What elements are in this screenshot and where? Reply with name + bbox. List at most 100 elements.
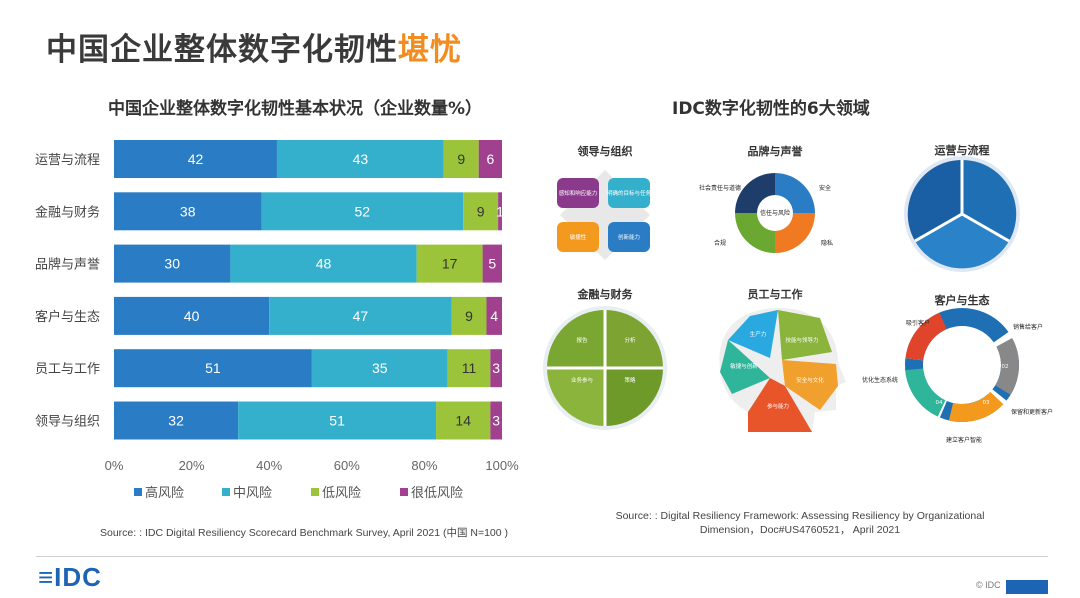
bar-segment [498,192,502,231]
legend-swatch [222,488,230,496]
bar-data-label: 43 [353,151,369,167]
domain-brand-title: 品牌与声誉 [748,144,804,158]
bar-data-label: 9 [465,308,473,324]
workforce-seg-5: 参与能力 [767,402,789,410]
customer-label-1: 吸引客户 [906,319,930,327]
finance-quad-4: 策略 [624,376,636,384]
domain-workforce-title: 员工与工作 [748,287,803,301]
domain-customer: 客户与生态 01 02 03 04 05 吸引客户 销售给客户 保留和更新客户 … [862,293,1053,444]
finance-quad-2: 分析 [624,336,636,344]
page-title-highlight: 堪忧 [398,32,462,68]
bar-data-label: 30 [164,256,180,272]
page-title: 中国企业整体数字化韧性堪忧 [46,24,462,69]
domains-diagram: 领导与组织 感知和响应能力 明确的目标与任务 敏捷性 创新能力 品牌与声誉 信任… [543,143,1053,444]
domain-leadership-title: 领导与组织 [577,144,633,158]
bar-data-label: 47 [353,308,369,324]
bar-segment [238,401,437,440]
x-tick-label: 20% [179,458,205,473]
leadership-box-4-label: 创新能力 [618,233,640,241]
bar-segment [447,349,491,388]
bar-segment [482,244,502,283]
domain-finance: 金融与财务 报告 分析 业务参与 策略 [543,287,667,430]
y-category-label: 金融与财务 [35,204,100,220]
bar-segment [276,140,444,178]
domain-brand: 品牌与声誉 信任与风险 社会责任与道德 安全 隐私 合规 [699,144,833,253]
bar-data-label: 6 [486,151,494,167]
footer-divider [36,556,1048,557]
leadership-box-1-label: 感知和响应能力 [559,189,598,197]
customer-num-2: 02 [1002,364,1009,370]
bar-data-label: 9 [457,151,465,167]
bar-segment [490,349,502,388]
copyright: © IDC [976,580,1001,590]
customer-num-3: 03 [983,400,990,406]
bar-data-label: 4 [490,308,498,324]
bar-segment [436,401,491,440]
x-tick-label: 0% [105,458,124,473]
finance-quad-1: 报告 [576,336,588,344]
brand-label-3: 隐私 [821,239,833,247]
customer-label-3: 保留和更新客户 [1011,408,1053,416]
chart-subtitle: 中国企业整体数字化韧性基本状况（企业数量%） [108,99,483,119]
leadership-box-4 [608,222,650,252]
leadership-box-3-label: 敏捷性 [570,233,587,241]
y-category-label: 员工与工作 [35,362,100,377]
customer-num-1: 01 [969,332,976,338]
domains-source-line1: Source: : Digital Resiliency Framework: … [615,510,985,522]
y-category-label: 领导与组织 [35,415,100,430]
customer-num-5: 05 [925,354,932,360]
chart-source: Source: : IDC Digital Resiliency Scoreca… [100,527,509,539]
domains-source-line2: Dimension，Doc#US4760521， April 2021 [699,524,901,536]
bar-segment [114,192,262,231]
leadership-box-1 [557,178,599,208]
bar-data-label: 32 [168,413,184,429]
bar-segment [443,140,479,178]
y-category-label: 品牌与声誉 [35,257,100,273]
y-category-label: 运营与流程 [35,153,100,168]
bar-segment [269,296,452,335]
workforce-seg-3: 敏捷与创新 [730,362,758,370]
bar-data-label: 51 [205,360,221,376]
bar-segment [463,192,499,231]
bar-data-label: 38 [180,203,196,219]
domain-operations: 运营与流程 [904,143,1020,272]
bar-segment [490,401,502,440]
bar-data-label: 40 [184,308,200,324]
workforce-seg-2: 技能与领导力 [785,336,818,344]
bar-segment [451,296,487,335]
bar-segment [114,244,231,283]
customer-label-2: 销售给客户 [1013,323,1043,331]
legend-label: 低风险 [322,486,361,501]
finance-quad-3: 业务参与 [571,376,593,384]
bar-segment [311,349,448,388]
domain-customer-title: 客户与生态 [934,293,990,307]
idc-logo: ≡IDC [38,562,102,592]
bar-data-label: 5 [488,256,496,272]
workforce-seg-4: 安全与文化 [796,376,824,384]
legend-label: 很低风险 [411,486,463,501]
legend-swatch [134,488,142,496]
bar-segment [114,296,270,335]
legend-label: 中风险 [233,486,272,501]
y-category-label: 客户与生态 [35,309,100,325]
bar-segment [114,401,239,440]
bar-data-label: 17 [442,256,458,272]
bar-data-label: 52 [355,203,371,219]
bar-data-label: 1 [496,203,504,219]
stacked-bar-chart: 42 43 9 638 52 9 130 48 17 540 47 9 451 35 11 332 51 14 3 … [35,140,519,501]
customer-num-4: 04 [936,400,943,406]
page-title-main: 中国企业整体数字化韧性 [46,32,398,68]
bar-segment [114,349,312,388]
bar-segment [230,244,417,283]
domain-workforce: 员工与工作 生产力 技能与领导力 敏捷与创新 安全与文化 参与能力 [719,287,846,432]
bar-data-label: 42 [188,151,204,167]
domains-source: Source: : Digital Resiliency Framework: … [590,509,1010,537]
bar-segment [261,192,464,231]
bar-data-label: 3 [492,413,500,429]
domain-finance-title: 金融与财务 [577,287,634,301]
leadership-box-3 [557,222,599,252]
legend-swatch [400,488,408,496]
domains-subtitle: IDC数字化韧性的6大领域 [672,99,870,119]
footer-accent-bar [1006,580,1048,594]
brand-center-label: 信任与风险 [760,209,790,217]
